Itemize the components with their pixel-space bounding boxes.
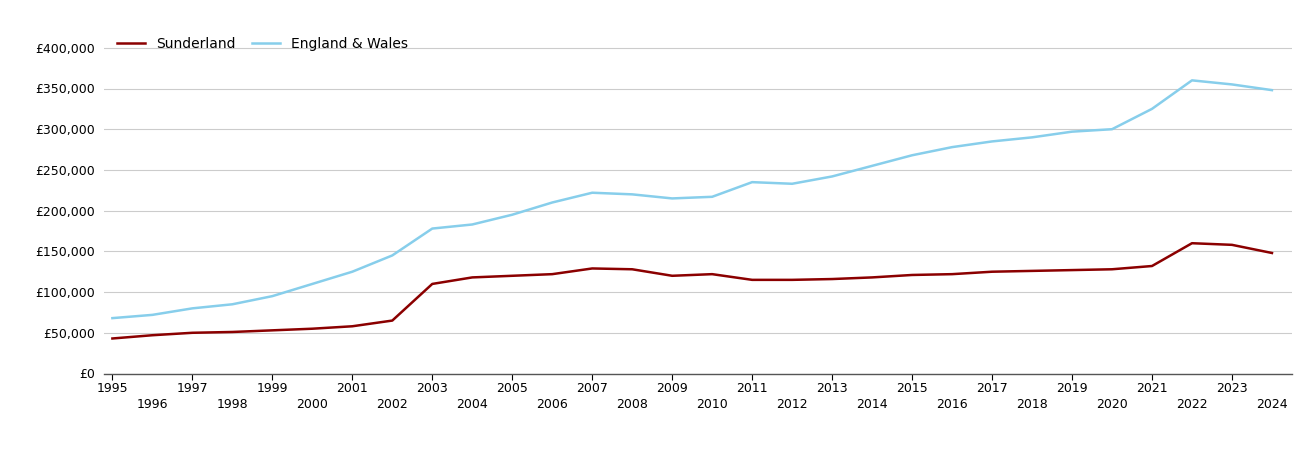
- Text: 2024: 2024: [1257, 398, 1288, 411]
- England & Wales: [904, 153, 920, 158]
- Sunderland: [1144, 263, 1160, 269]
- Text: 2004: 2004: [457, 398, 488, 411]
- Sunderland: [465, 274, 480, 280]
- England & Wales: [505, 212, 521, 217]
- Sunderland: [345, 324, 360, 329]
- England & Wales: [145, 312, 161, 318]
- Sunderland: [945, 271, 960, 277]
- Sunderland: [544, 271, 560, 277]
- Sunderland: [304, 326, 320, 331]
- Sunderland: [505, 273, 521, 279]
- England & Wales: [1064, 129, 1079, 135]
- Sunderland: [705, 271, 720, 277]
- England & Wales: [424, 226, 440, 231]
- England & Wales: [1144, 106, 1160, 112]
- Text: 1996: 1996: [137, 398, 168, 411]
- Sunderland: [825, 276, 840, 282]
- Line: Sunderland: Sunderland: [112, 243, 1272, 338]
- Text: 2002: 2002: [376, 398, 408, 411]
- Sunderland: [184, 330, 200, 336]
- England & Wales: [864, 163, 880, 169]
- England & Wales: [825, 174, 840, 179]
- England & Wales: [385, 253, 401, 258]
- Sunderland: [1104, 266, 1120, 272]
- England & Wales: [1265, 87, 1280, 93]
- Sunderland: [1184, 240, 1199, 246]
- England & Wales: [984, 139, 1000, 144]
- Sunderland: [385, 318, 401, 323]
- Sunderland: [904, 272, 920, 278]
- England & Wales: [585, 190, 600, 195]
- Sunderland: [585, 266, 600, 271]
- Sunderland: [265, 328, 281, 333]
- Line: England & Wales: England & Wales: [112, 81, 1272, 318]
- Sunderland: [1064, 267, 1079, 273]
- Sunderland: [104, 336, 120, 341]
- Text: 2022: 2022: [1176, 398, 1208, 411]
- Text: 2008: 2008: [616, 398, 649, 411]
- Sunderland: [145, 333, 161, 338]
- Sunderland: [424, 281, 440, 287]
- Text: 2014: 2014: [856, 398, 887, 411]
- Sunderland: [864, 274, 880, 280]
- England & Wales: [304, 281, 320, 287]
- Text: 2020: 2020: [1096, 398, 1128, 411]
- Text: 2018: 2018: [1017, 398, 1048, 411]
- Sunderland: [624, 266, 639, 272]
- Sunderland: [664, 273, 680, 279]
- Text: 1998: 1998: [217, 398, 248, 411]
- England & Wales: [544, 200, 560, 205]
- Sunderland: [784, 277, 800, 283]
- Sunderland: [1265, 250, 1280, 256]
- England & Wales: [945, 144, 960, 150]
- Sunderland: [984, 269, 1000, 274]
- Text: 2012: 2012: [776, 398, 808, 411]
- England & Wales: [345, 269, 360, 274]
- England & Wales: [744, 180, 760, 185]
- England & Wales: [1104, 126, 1120, 132]
- Text: 2016: 2016: [936, 398, 968, 411]
- Text: 2010: 2010: [697, 398, 728, 411]
- England & Wales: [664, 196, 680, 201]
- England & Wales: [465, 222, 480, 227]
- Text: 2006: 2006: [536, 398, 568, 411]
- England & Wales: [104, 315, 120, 321]
- England & Wales: [624, 192, 639, 197]
- England & Wales: [184, 306, 200, 311]
- England & Wales: [224, 302, 240, 307]
- England & Wales: [784, 181, 800, 186]
- Sunderland: [1224, 242, 1240, 248]
- Sunderland: [224, 329, 240, 335]
- England & Wales: [1024, 135, 1040, 140]
- England & Wales: [705, 194, 720, 199]
- England & Wales: [1184, 78, 1199, 83]
- Text: 2000: 2000: [296, 398, 329, 411]
- England & Wales: [1224, 82, 1240, 87]
- Legend: Sunderland, England & Wales: Sunderland, England & Wales: [111, 32, 414, 57]
- England & Wales: [265, 293, 281, 299]
- Sunderland: [1024, 268, 1040, 274]
- Sunderland: [744, 277, 760, 283]
